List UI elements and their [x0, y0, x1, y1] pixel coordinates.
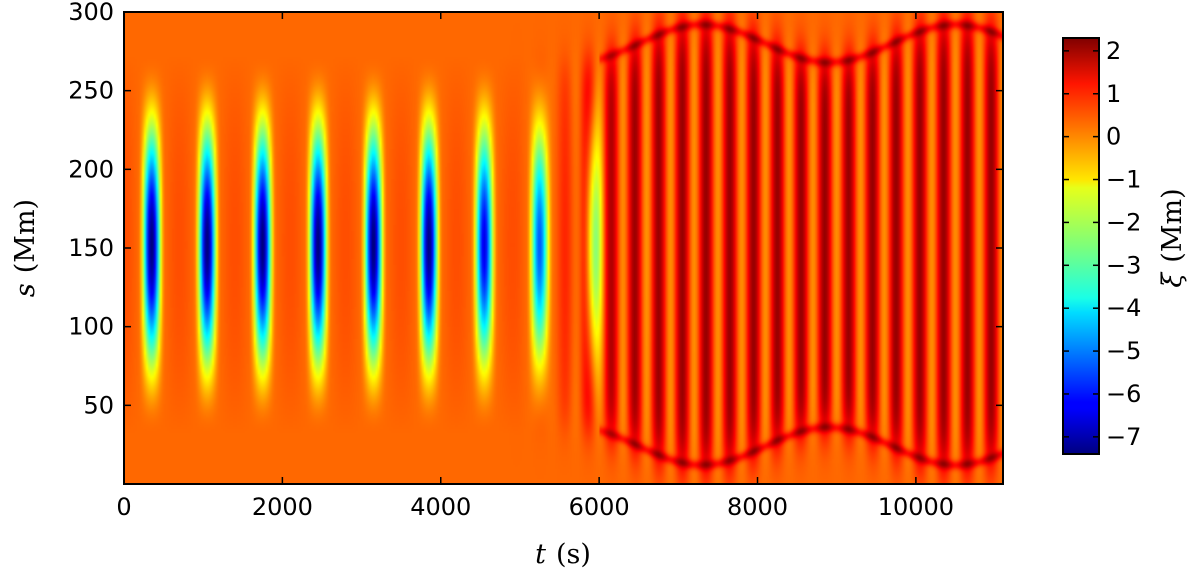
- colorbar-tick-label: −2: [1106, 208, 1141, 236]
- colorbar-tick-label: 1: [1106, 80, 1121, 108]
- x-tick-label: 8000: [727, 493, 788, 521]
- x-tick-label: 0: [116, 493, 131, 521]
- colorbar-tick-label: −6: [1106, 380, 1141, 408]
- colorbar-unit: (Mm): [1157, 188, 1188, 262]
- y-tick-label: 250: [68, 77, 114, 105]
- x-axis-unit: (s): [556, 539, 591, 570]
- x-axis-variable: t: [535, 539, 546, 570]
- colorbar-tick-label: −1: [1106, 166, 1141, 194]
- plot-area: [123, 11, 1004, 485]
- colorbar: 2 1 0 −1 −2 −3 −4 −5 −6 −7: [1062, 37, 1141, 455]
- colorbar-ticks: 2 1 0 −1 −2 −3 −4 −5 −6 −7: [1063, 37, 1141, 451]
- y-tick-label: 50: [83, 391, 114, 419]
- y-tick-label: 150: [68, 234, 114, 262]
- y-tick-label: 200: [68, 155, 114, 183]
- colorbar-frame: [1062, 37, 1100, 455]
- y-tick-label: 100: [68, 313, 114, 341]
- colorbar-gradient: [1063, 38, 1099, 454]
- y-axis-variable: s: [10, 283, 41, 297]
- x-tick-label: 4000: [410, 493, 471, 521]
- y-axis-label: s (Mm): [10, 199, 41, 297]
- y-axis-unit: (Mm): [10, 199, 41, 273]
- y-tick-label: 300: [68, 0, 114, 26]
- colorbar-tick-label: −5: [1106, 337, 1141, 365]
- x-tick-label: 2000: [252, 493, 313, 521]
- colorbar-tick-label: 0: [1106, 123, 1121, 151]
- colorbar-tick-label: −4: [1106, 294, 1141, 322]
- x-axis-ticks: 0 2000 4000 6000 8000 10000: [116, 12, 954, 521]
- colorbar-tick-label: −3: [1106, 251, 1141, 279]
- x-tick-label: 6000: [569, 493, 630, 521]
- colorbar-tick-label: −7: [1106, 423, 1141, 451]
- x-tick-label: 10000: [878, 493, 954, 521]
- colorbar-variable: ξ: [1157, 272, 1188, 288]
- heatmap-image: [124, 12, 1003, 484]
- x-axis-label: t (s): [535, 539, 591, 570]
- colorbar-tick-label: 2: [1106, 37, 1121, 65]
- y-axis-ticks: 50 100 150 200 250 300: [68, 0, 1003, 419]
- colorbar-label: ξ (Mm): [1157, 188, 1188, 287]
